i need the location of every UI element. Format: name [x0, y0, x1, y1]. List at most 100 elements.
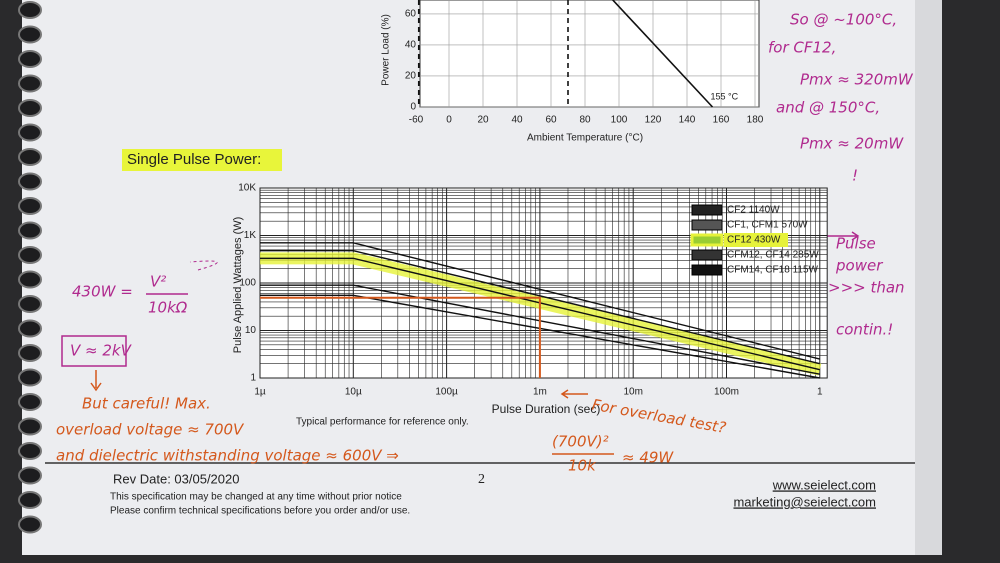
series-line: [260, 242, 820, 360]
x-tick-label: 40: [511, 115, 523, 126]
website[interactable]: www.seielect.com: [772, 477, 876, 492]
y-tick-label: 10K: [238, 183, 256, 194]
binder-ring: [18, 319, 42, 338]
series-line: [260, 249, 820, 365]
binder-ring: [18, 221, 42, 240]
box: [61, 335, 127, 367]
y-axis-label: Pulse Applied Wattages (W): [232, 217, 244, 354]
binder-ring: [18, 393, 42, 411]
x-axis-label: Ambient Temperature (°C): [527, 133, 643, 144]
note-line: power: [835, 257, 883, 275]
binder-ring: [18, 417, 42, 436]
x-tick-label: 120: [645, 115, 662, 126]
binder-ring: [18, 270, 42, 289]
x-tick-label: 100µ: [435, 387, 458, 398]
y-tick-label: 40: [405, 40, 417, 51]
note-line: !: [852, 167, 858, 185]
legend-label: CFM12, CF14 285W: [727, 250, 819, 261]
binder-ring: [18, 344, 42, 362]
note-line: contin.!: [836, 321, 893, 339]
calc-result: ≈ 49W: [622, 449, 674, 467]
binder-ring: [18, 442, 42, 460]
legend-label: CF1, CFM1 570W: [727, 220, 808, 231]
legend-highlight: [724, 233, 788, 247]
note-line: and @ 150°C,: [776, 99, 880, 117]
x-tick-label: 20: [477, 115, 489, 126]
y-tick-label: 10: [245, 325, 257, 336]
voltage: V ≈ 2kV: [70, 342, 133, 360]
careful-line: overload voltage ≈ 700V: [56, 421, 245, 439]
legend-swatch: [690, 233, 724, 247]
binder-ring: [18, 172, 42, 191]
series-line: [260, 294, 820, 379]
email[interactable]: marketing@seielect.com: [733, 494, 876, 509]
arrow: [560, 389, 588, 399]
x-tick-label: 1µ: [254, 387, 266, 398]
marker-lines: [260, 296, 541, 378]
note-line: for CF12,: [768, 39, 836, 57]
section-title: Single Pulse Power:: [127, 151, 261, 168]
x-tick-label: 160: [713, 115, 730, 126]
legend-label: CFM14, CF18 115W: [727, 265, 819, 276]
x-tick-label: 1: [817, 387, 823, 398]
annotation: 155 °C: [711, 91, 739, 101]
note-line: Pulse: [836, 235, 876, 253]
legend-swatch: [691, 264, 723, 276]
chart-note: Typical performance for reference only.: [296, 417, 469, 428]
binder-ring: [18, 50, 42, 68]
page-number: 2: [478, 472, 485, 487]
x-tick-label: 140: [679, 115, 696, 126]
notice: This specification may be changed at any…: [110, 492, 402, 503]
binder-ring: [18, 466, 42, 485]
paper-edge: [915, 0, 942, 555]
binder-ring: [18, 148, 42, 166]
legend-swatch: [691, 219, 723, 231]
x-tick-label: 100: [611, 115, 628, 126]
x-tick-label: 0: [446, 115, 452, 126]
derating-line: [611, 0, 714, 108]
legend-swatch: [691, 249, 723, 261]
y-tick-label: 60: [405, 9, 417, 20]
y-tick-label: 20: [405, 71, 417, 82]
series-line: [260, 257, 820, 371]
y-tick-label: 1K: [244, 230, 257, 241]
calc-numerator: (700V)²: [552, 433, 609, 451]
series-line: [260, 284, 820, 375]
careful-line: But careful! Max.: [82, 395, 211, 413]
x-axis-label: Pulse Duration (sec): [492, 402, 601, 416]
y-tick-label: 100: [239, 278, 256, 289]
formula-lhs: 430W =: [72, 283, 133, 301]
binder-ring: [18, 368, 42, 387]
x-tick-label: 10µ: [345, 387, 362, 398]
formula-numerator: V²: [150, 273, 166, 291]
note-line: Pmx ≈ 320mW: [800, 71, 914, 89]
x-tick-label: 10m: [623, 387, 642, 398]
binder-ring: [18, 74, 42, 93]
binder-ring: [18, 197, 42, 215]
binder-ring: [18, 123, 42, 142]
binder-ring: [18, 491, 42, 509]
y-tick-label: 0: [410, 102, 416, 113]
binder-ring: [18, 1, 42, 19]
binder-ring: [18, 515, 42, 534]
plot-area: [419, 0, 760, 108]
arrow: [822, 231, 860, 241]
note-line: Pmx ≈ 20mW: [800, 135, 904, 153]
x-tick-label: -60: [409, 115, 424, 126]
note-line: >>> than: [828, 279, 905, 297]
legend-label: CF12 430W: [727, 235, 781, 246]
binder-ring: [18, 295, 42, 313]
rev-date: Rev Date: 03/05/2020: [113, 471, 239, 486]
calc-denominator: 10k: [568, 457, 597, 475]
binder-ring: [18, 246, 42, 264]
arrow: [90, 370, 102, 392]
arrow: [189, 260, 218, 271]
x-tick-label: 80: [579, 115, 591, 126]
legend-label: CF2 1140W: [727, 205, 780, 216]
note-line: So @ ~100°C,: [790, 11, 897, 29]
binder-ring: [18, 25, 42, 44]
binder: [18, 1, 42, 534]
title-highlight: [122, 149, 282, 171]
annotations: So @ ~100°C, for CF12, Pmx ≈ 320mW and @…: [56, 11, 914, 475]
